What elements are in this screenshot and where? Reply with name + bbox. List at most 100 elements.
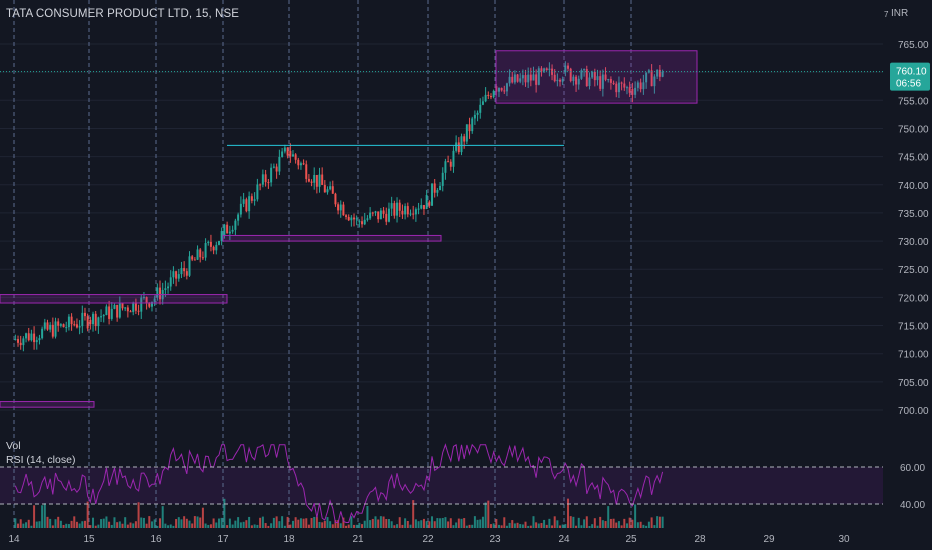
- volume-bar: [234, 520, 237, 528]
- candle-body: [46, 322, 49, 330]
- candle-body: [345, 215, 348, 217]
- candle-body: [361, 221, 364, 225]
- candle-body: [150, 301, 153, 307]
- volume-bar: [529, 525, 532, 528]
- candle-body: [645, 72, 648, 83]
- volume-bar: [656, 516, 659, 528]
- candle-body: [545, 68, 548, 70]
- volume-bar: [615, 522, 618, 528]
- candle-body: [516, 74, 519, 82]
- volume-bar: [412, 500, 415, 528]
- volume-bar: [379, 516, 382, 528]
- candle-body: [596, 76, 599, 81]
- candle-body: [275, 166, 278, 172]
- candle-body: [54, 321, 57, 337]
- candle-body: [601, 74, 604, 89]
- volume-bar: [347, 524, 350, 528]
- x-tick-label: 18: [283, 534, 295, 545]
- candle-body: [353, 217, 356, 220]
- volume-bar: [436, 518, 439, 528]
- candle-body: [27, 333, 30, 341]
- volume-bar: [185, 518, 188, 528]
- candle-body: [575, 76, 578, 85]
- candle-body: [35, 340, 38, 343]
- volume-bar: [78, 523, 81, 528]
- volume-bar: [653, 525, 656, 528]
- candle-body: [81, 312, 84, 327]
- candle-body: [164, 288, 167, 290]
- candle-body: [217, 240, 220, 245]
- volume-bar: [661, 516, 664, 528]
- volume-bar: [398, 517, 401, 528]
- y-tick-label: 735.00: [898, 209, 929, 220]
- rsi-line: [14, 443, 664, 523]
- candle-body: [588, 77, 591, 87]
- candle-body: [228, 231, 231, 234]
- volume-bar: [67, 524, 70, 528]
- x-tick-label: 21: [352, 534, 364, 545]
- volume-bar: [169, 524, 172, 528]
- candle-body: [177, 274, 180, 279]
- candle-body: [431, 183, 434, 206]
- volume-bar: [118, 521, 121, 528]
- volume-bar: [650, 517, 653, 528]
- volume-bar: [108, 521, 111, 528]
- candle-body: [59, 324, 62, 326]
- volume-bar: [527, 525, 530, 528]
- volume-bar: [27, 519, 30, 528]
- candle-body: [321, 174, 324, 185]
- candle-body: [337, 204, 340, 211]
- volume-bar: [468, 524, 471, 528]
- candle-body: [642, 82, 645, 90]
- support-zone: [0, 294, 228, 304]
- volume-bar: [593, 518, 596, 528]
- volume-bar: [374, 516, 377, 528]
- volume-bar: [175, 519, 178, 528]
- volume-bar: [599, 516, 602, 528]
- volume-bar: [607, 506, 610, 528]
- candle-body: [19, 342, 22, 346]
- candle-body: [126, 307, 129, 312]
- volume-bar: [291, 520, 294, 528]
- candle-body: [159, 287, 162, 300]
- candle-body: [529, 74, 532, 81]
- candle-body: [532, 74, 535, 81]
- volume-bar: [92, 517, 95, 528]
- volume-bar: [307, 524, 310, 528]
- candle-body: [658, 69, 661, 77]
- candle-body: [625, 87, 628, 89]
- candle-body: [524, 75, 527, 83]
- volume-bar: [505, 525, 508, 528]
- volume-bar: [256, 524, 259, 528]
- volume-bar: [121, 523, 124, 528]
- candle-body: [261, 174, 264, 185]
- candle-body: [124, 307, 127, 309]
- rsi-indicator-label[interactable]: RSI (14, close): [6, 454, 76, 466]
- volume-bar: [508, 522, 511, 528]
- candle-body: [33, 333, 36, 343]
- volume-bar: [503, 517, 506, 528]
- volume-bar: [250, 525, 253, 528]
- candle-body: [417, 208, 420, 210]
- volume-bar: [57, 516, 60, 528]
- volume-bar: [286, 516, 289, 528]
- candle-body: [484, 94, 487, 102]
- volume-bar: [524, 521, 527, 528]
- candle-body: [199, 249, 202, 258]
- candle-body: [519, 78, 522, 82]
- candle-body: [94, 313, 97, 327]
- volume-bar: [559, 525, 562, 528]
- volume-bar: [385, 518, 388, 528]
- volume-bar: [86, 501, 89, 528]
- candle-body: [207, 241, 210, 243]
- volume-bar: [129, 522, 132, 528]
- candle-body: [492, 90, 495, 98]
- candle-body: [479, 104, 482, 113]
- candle-body: [315, 174, 318, 187]
- candle-body: [617, 82, 620, 93]
- candle-body: [452, 150, 455, 167]
- volume-indicator-label[interactable]: Vol: [6, 440, 21, 452]
- y-tick-label: 740.00: [898, 181, 929, 192]
- volume-bar: [361, 524, 364, 528]
